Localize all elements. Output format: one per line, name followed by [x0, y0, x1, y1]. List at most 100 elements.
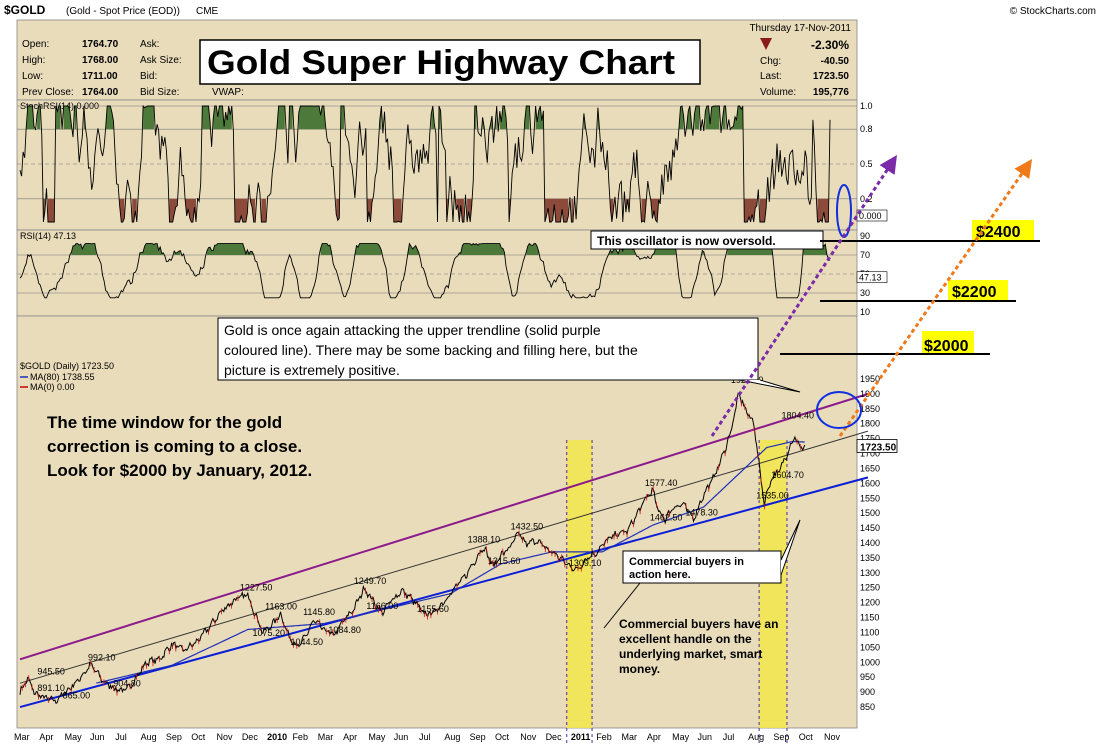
- x-label-26: May: [672, 732, 690, 742]
- handle-text-3: underlying market, smart: [619, 647, 762, 661]
- price-tick-20: 950: [860, 672, 875, 682]
- x-label-23: Feb: [596, 732, 612, 742]
- price-tick-0: 1950: [860, 374, 880, 384]
- stochrsi-series: 1.0 0.8 0.5 0.2 0.000: [17, 101, 888, 224]
- last-label: Last:: [760, 71, 782, 82]
- x-label-9: Dec: [242, 732, 259, 742]
- price-tick-7: 1600: [860, 478, 880, 488]
- ma0-legend: MA(0) 0.00: [30, 382, 75, 392]
- stoch-overbought-fill: [535, 106, 544, 130]
- stoch-overbought-fill: [731, 106, 743, 130]
- prev-close-label: Prev Close:: [22, 87, 74, 98]
- price-tick-17: 1100: [860, 627, 879, 637]
- x-label-15: Jun: [394, 732, 409, 742]
- attack-circle: [816, 391, 862, 429]
- rsi-overbought-fill: [71, 243, 97, 255]
- pivot-label-0: 945.50: [37, 667, 65, 677]
- price-tick-5: 1700: [860, 449, 880, 459]
- x-label-7: Oct: [191, 732, 206, 742]
- highlight-band-0: [566, 440, 593, 728]
- low-label: Low:: [22, 71, 43, 82]
- rsi-last-label: 47.13: [859, 273, 882, 283]
- down-triangle-icon: [760, 38, 772, 50]
- high-value: 1768.00: [82, 55, 119, 66]
- rsi-line: [19, 242, 831, 299]
- last-value: 1723.50: [813, 71, 850, 82]
- x-label-19: Oct: [495, 732, 510, 742]
- high-label: High:: [22, 55, 45, 66]
- price-line: [19, 392, 806, 704]
- stoch-overbought-fill: [705, 106, 720, 130]
- x-label-12: Mar: [318, 732, 334, 742]
- chg-label: Chg:: [760, 56, 781, 67]
- stoch-oversold-fill: [169, 198, 178, 222]
- pivot-label-3: 992.10: [88, 653, 116, 663]
- rsi-tick-3: 30: [860, 288, 870, 298]
- target-2200-text: $2200: [952, 284, 997, 301]
- rsi-overbought-fill: [526, 243, 539, 255]
- pivot-label-22: 1535.00: [756, 491, 789, 501]
- trendline-text-1: Gold is once again attacking the upper t…: [224, 322, 601, 338]
- pivot-label-5: 1227.50: [240, 582, 273, 592]
- target-2000-text: $2000: [924, 338, 969, 355]
- stoch-overbought-fill: [694, 106, 700, 130]
- stoch-overbought-fill: [213, 106, 232, 130]
- pivot-label-17: 1309.10: [569, 558, 602, 568]
- oversold-text: This oscillator is now oversold.: [597, 234, 776, 248]
- trendline-callout: [217, 317, 759, 381]
- price-legend: $GOLD (Daily) 1723.50: [20, 361, 114, 371]
- price-tick-19: 1000: [860, 657, 880, 667]
- x-label-11: Feb: [292, 732, 308, 742]
- pivot-label-19: 1462.50: [650, 512, 683, 522]
- x-label-17: Aug: [444, 732, 460, 742]
- x-label-6: Sep: [166, 732, 182, 742]
- prev-close-value: 1764.00: [82, 87, 119, 98]
- x-label-13: Apr: [343, 732, 357, 742]
- stoch-oversold-fill: [393, 198, 402, 222]
- stoch-oversold-fill: [744, 198, 757, 222]
- stoch-overbought-fill: [74, 106, 77, 130]
- buyers-text-2: action here.: [629, 569, 691, 581]
- x-label-8: Nov: [217, 732, 234, 742]
- price-tick-8: 1550: [860, 493, 880, 503]
- x-label-28: Jul: [723, 732, 735, 742]
- symbol-desc: (Gold - Spot Price (EOD)): [66, 6, 180, 17]
- target-2400-badge: [972, 220, 1034, 240]
- stoch-overbought-fill: [499, 106, 506, 130]
- price-tick-12: 1350: [860, 553, 880, 563]
- target-2000-badge: [922, 331, 974, 353]
- x-label-21: Dec: [546, 732, 563, 742]
- low-value: 1711.00: [82, 71, 118, 82]
- rsi-series: 907050301047.13: [17, 231, 888, 317]
- price-tick-2: 1850: [860, 404, 880, 414]
- target-2400-text: $2400: [976, 224, 1021, 241]
- price-tick-14: 1250: [860, 583, 880, 593]
- lower-trendline: [19, 476, 869, 709]
- price-tick-15: 1200: [860, 598, 880, 608]
- rsi-overbought-fill: [459, 243, 505, 255]
- chart-title: Gold Super Highway Chart: [207, 44, 675, 82]
- trendlines: [19, 392, 869, 709]
- title-box: [199, 39, 701, 85]
- stoch-oversold-fill: [261, 198, 267, 222]
- stoch-oversold-fill: [610, 198, 614, 222]
- ask-label: Ask:: [140, 39, 159, 50]
- price-tick-11: 1400: [860, 538, 880, 548]
- rsi-last-box: [856, 271, 888, 284]
- x-label-30: Sep: [773, 732, 789, 742]
- stoch-last-label: 0.000: [859, 211, 882, 221]
- pivot-label-24: 1804.40: [782, 410, 815, 420]
- pivot-label-4: 904.80: [113, 679, 141, 689]
- pivot-label-18: 1577.40: [645, 478, 678, 488]
- pivot-label-2: 865.00: [63, 691, 91, 701]
- bid-label: Bid:: [140, 71, 157, 82]
- x-label-10: 2010: [267, 732, 287, 742]
- highlight-band-1: [759, 440, 787, 728]
- stoch-overbought-fill: [474, 106, 477, 130]
- stoch-tick-3: 0.2: [860, 194, 873, 204]
- price-tick-21: 900: [860, 687, 875, 697]
- stoch-oversold-fill: [132, 198, 137, 222]
- rsi-overbought-fill: [354, 243, 382, 255]
- date-line: Thursday 17-Nov-2011: [749, 23, 851, 34]
